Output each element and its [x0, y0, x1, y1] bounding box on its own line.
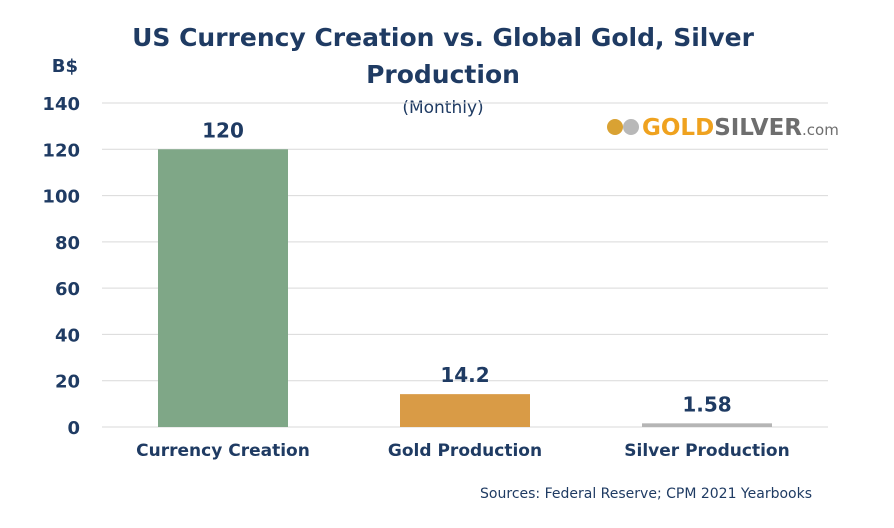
y-tick-label: 0: [67, 418, 80, 439]
y-tick-label: 40: [55, 325, 80, 346]
logo-suffix-text: .com: [802, 121, 839, 139]
x-tick-label: Currency Creation: [136, 441, 310, 461]
data-label: 120: [202, 118, 244, 142]
y-tick-label: 60: [55, 279, 80, 300]
data-label: 14.2: [440, 363, 489, 387]
gold-coin-icon: [607, 119, 623, 135]
source-note: Sources: Federal Reserve; CPM 2021 Yearb…: [480, 486, 812, 502]
bar-gold-production: [400, 394, 530, 427]
y-axis-label: B$: [52, 56, 78, 77]
y-tick-label: 80: [55, 233, 80, 254]
logo-silver-text: SILVER: [714, 115, 802, 141]
svg-text:GOLDSILVER.com: GOLDSILVER.com: [642, 115, 839, 141]
x-tick-label: Gold Production: [388, 441, 542, 461]
bar-currency-creation: [158, 149, 288, 428]
chart-title-line1: US Currency Creation vs. Global Gold, Si…: [132, 23, 755, 52]
chart-subtitle: (Monthly): [402, 98, 483, 118]
goldsilver-logo: GOLDSILVER.com: [607, 115, 839, 141]
silver-coin-icon: [623, 119, 639, 135]
y-tick-label: 20: [55, 372, 80, 393]
bar-silver-production: [642, 423, 772, 427]
y-tick-label: 140: [42, 94, 80, 115]
y-tick-label: 120: [42, 140, 80, 161]
data-label: 1.58: [682, 392, 731, 416]
chart-title-line2: Production: [366, 60, 520, 89]
y-tick-label: 100: [42, 187, 80, 208]
logo-gold-text: GOLD: [642, 115, 714, 141]
x-tick-label: Silver Production: [624, 441, 789, 461]
